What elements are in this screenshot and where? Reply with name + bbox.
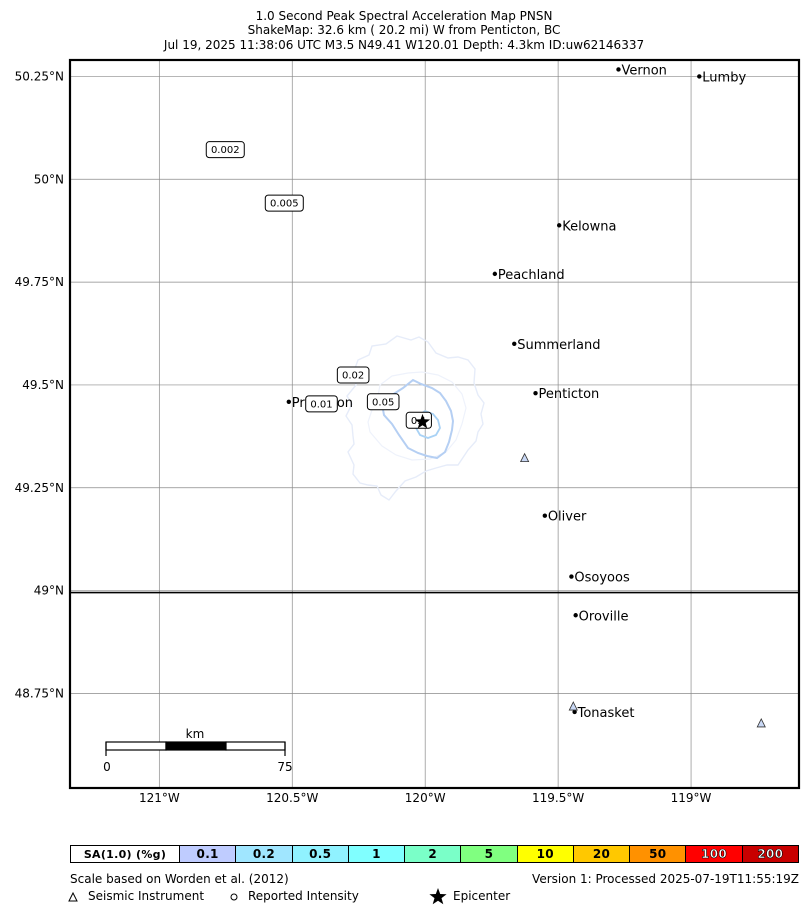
city-label: Lumby [702,70,746,85]
city-label: Oroville [579,609,629,624]
lat-tick-label: 49.75°N [15,275,64,289]
lon-tick-label: 120.5°W [266,791,318,805]
contour-label: 0.002 [211,145,240,156]
city-marker [542,513,548,518]
contour-label-box [366,393,400,411]
legend-bin: 10 [516,846,573,862]
lat-tick-label: 49.5°N [22,378,64,392]
version-note: Version 1: Processed 2025-07-19T11:55:19… [532,872,799,886]
seismic-station-icon [519,452,530,463]
lat-tick-label: 49.25°N [15,481,64,495]
city-label: Vernon [621,63,666,78]
city-label: Summerland [517,338,600,353]
epicenter-star-icon [429,888,447,905]
seismic-instrument-label: Seismic Instrument [88,889,205,903]
lat-tick-label: 50.25°N [15,69,64,83]
reported-intensity-icon [230,893,238,901]
city-marker [512,341,517,346]
map-title: 1.0 Second Peak Spectral Acceleration Ma… [255,9,553,23]
scale-bar-start: 0 [103,760,111,774]
legend-bin: 200 [741,846,798,862]
lat-tick-label: 48.75°N [15,686,64,700]
lon-tick-label: 119°W [671,791,712,805]
legend-bin: 2 [404,846,461,862]
scale-bar: km 0 75 [103,727,292,774]
map-frame [68,58,801,790]
city-marker [697,74,702,79]
epicenter-star [414,413,431,429]
legend-bin: 0.1 [179,846,236,862]
map-frame-bg [70,60,799,788]
contour-label: 0.02 [342,371,364,382]
seismic-station-icon [568,701,578,711]
seismic-station-icon [756,718,766,728]
contour-label-box [205,141,245,159]
city-label: Peachland [498,268,565,283]
contour-label: 0.005 [270,199,299,210]
city-label: Tonasket [577,706,635,721]
legend-bin: 50 [629,846,686,862]
city-marker [492,271,498,277]
epicenter-layer [414,413,431,429]
legend-bin: 0.2 [235,846,292,862]
legend-bin: 100 [685,846,742,862]
legend-bin: 1 [347,846,405,862]
graticule [70,60,799,788]
station-layer [519,452,766,728]
legend-bin: 0.5 [291,846,348,862]
scale-bar-unit: km [186,727,205,741]
legend-bin: 5 [460,846,517,862]
contour-0.01 [345,335,485,501]
map-subtitle-event: Jul 19, 2025 11:38:06 UTC M3.5 N49.41 W1… [163,38,645,52]
city-marker [556,223,562,228]
city-marker [616,67,621,72]
lat-tick-label: 49°N [34,584,64,598]
lat-tick-label: 50°N [34,172,64,186]
axis-tick-labels: 121°W 120.5°W 120°W 119.5°W 119°W 50.25°N 50°N… [15,69,712,805]
city-marker [286,399,292,404]
scale-note: Scale based on Worden et al. (2012) [70,872,289,886]
contour-label-box [264,194,304,212]
lon-tick-label: 120°W [405,791,446,805]
city-label: Penticton [539,387,600,402]
contour-label: 0.05 [372,397,394,408]
reported-intensity-label: Reported Intensity [248,889,359,903]
lon-tick-label: 119.5°W [532,791,584,805]
contour-label-box [336,366,370,384]
city-label: Kelowna [562,219,616,234]
epicenter-label: Epicenter [453,889,511,903]
contour-label-box [305,395,338,413]
city-label: Oliver [548,510,587,525]
legend-bin: 20 [572,846,630,862]
scale-bar-end: 75 [277,760,292,774]
city-marker [573,613,578,618]
lon-tick-label: 121°W [139,791,180,805]
intensity-legend: SA(1.0) (%g) 0.1 0.2 0.5 1 2 5 10 20 50 100 200 [70,845,799,863]
city-marker [572,709,577,715]
city-marker [533,390,538,396]
map-subtitle-location: ShakeMap: 32.6 km ( 20.2 mi) W from Pent… [247,23,561,37]
legend-header: SA(1.0) (%g) [83,847,167,861]
seismic-instrument-icon [68,891,78,902]
contour-label: 0.01 [310,399,332,410]
city-label: Osoyoos [574,571,630,586]
contour-0.05 [380,378,455,460]
city-marker [569,574,574,579]
